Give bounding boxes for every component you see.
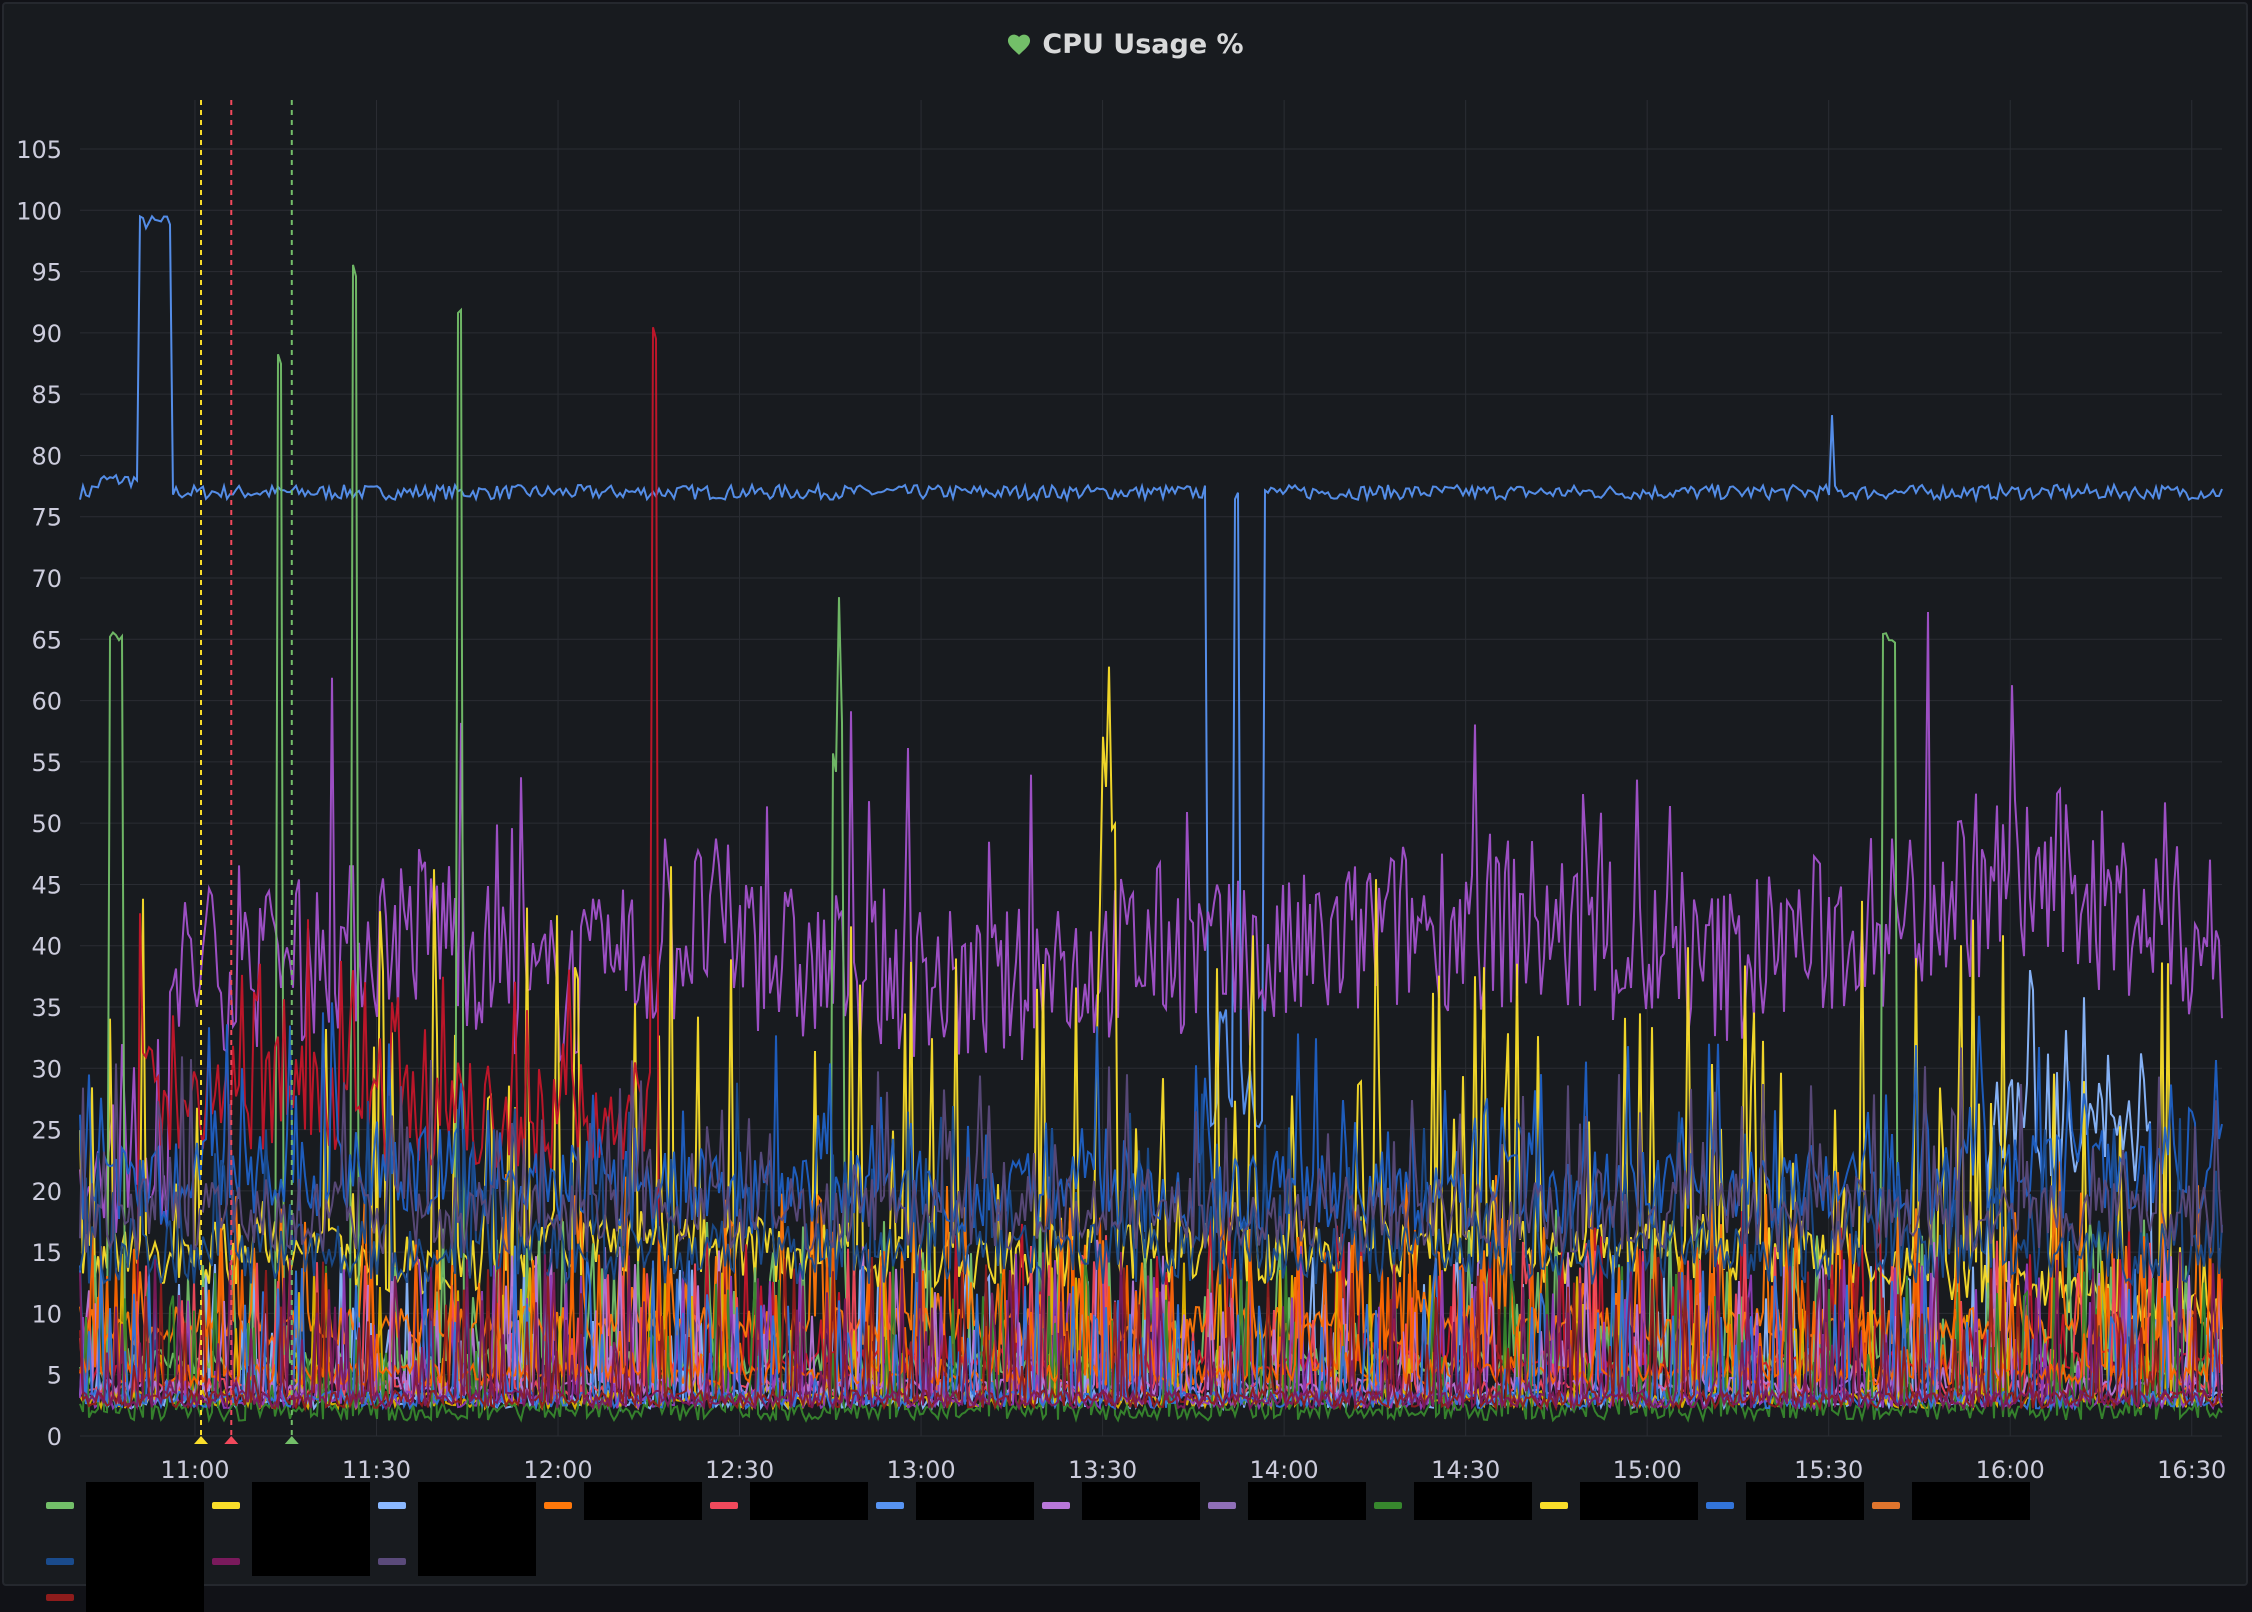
x-tick-label: 14:00 (1250, 1456, 1319, 1484)
y-tick-label: 90 (31, 320, 62, 348)
x-tick-label: 12:30 (705, 1456, 774, 1484)
y-tick-label: 95 (31, 259, 62, 287)
y-tick-label: 10 (31, 1300, 62, 1328)
annotation-marker[interactable] (224, 1436, 239, 1444)
legend-swatch (544, 1502, 572, 1509)
y-tick-label: 75 (31, 504, 62, 532)
y-tick-label: 60 (31, 688, 62, 716)
y-tick-label: 100 (16, 197, 62, 225)
legend-swatch (1208, 1502, 1236, 1509)
legend-label-redacted (252, 1538, 370, 1576)
legend-item[interactable] (1208, 1482, 1366, 1520)
legend-swatch (46, 1502, 74, 1509)
legend-swatch (46, 1558, 74, 1565)
x-tick-label: 13:30 (1068, 1456, 1137, 1484)
legend-swatch (1706, 1502, 1734, 1509)
y-tick-label: 65 (31, 626, 62, 654)
legend-item[interactable] (46, 1574, 204, 1612)
legend-label-redacted (584, 1482, 702, 1520)
legend-item[interactable] (710, 1482, 868, 1520)
y-tick-label: 70 (31, 565, 62, 593)
series-line-7[interactable] (79, 1161, 2223, 1349)
panel-header[interactable]: CPU Usage % (4, 24, 2246, 64)
y-tick-label: 25 (31, 1117, 62, 1145)
series-line-9[interactable] (79, 1002, 2223, 1234)
x-tick-label: 12:00 (523, 1456, 592, 1484)
y-tick-label: 85 (31, 381, 62, 409)
legend-item[interactable] (1872, 1482, 2030, 1520)
legend-label-redacted (1580, 1482, 1698, 1520)
legend-label-redacted (418, 1538, 536, 1576)
annotation-marker[interactable] (194, 1436, 209, 1444)
x-tick-label: 11:30 (342, 1456, 411, 1484)
y-tick-label: 105 (16, 136, 62, 164)
legend-swatch (1540, 1502, 1568, 1509)
legend-item[interactable] (212, 1538, 370, 1576)
series-line-2[interactable] (79, 611, 2223, 1233)
y-tick-label: 35 (31, 994, 62, 1022)
legend-swatch (46, 1594, 74, 1601)
legend-swatch (1374, 1502, 1402, 1509)
legend-label-redacted (86, 1574, 204, 1612)
y-tick-label: 0 (47, 1423, 62, 1451)
x-tick-label: 13:00 (886, 1456, 955, 1484)
x-tick-label: 15:30 (1794, 1456, 1863, 1484)
legend-label-redacted (1746, 1482, 1864, 1520)
legend-swatch (212, 1558, 240, 1565)
y-tick-label: 40 (31, 933, 62, 961)
y-tick-label: 20 (31, 1178, 62, 1206)
series-line-13[interactable] (79, 1258, 2223, 1424)
legend-label-redacted (916, 1482, 1034, 1520)
legend-item[interactable] (46, 1538, 204, 1576)
series-line-14[interactable] (79, 1217, 2223, 1389)
legend-item[interactable] (1374, 1482, 1532, 1520)
legend-item[interactable] (1540, 1482, 1698, 1520)
x-tick-label: 14:30 (1431, 1456, 1500, 1484)
legend-label-redacted (1082, 1482, 1200, 1520)
legend-label-redacted (1912, 1482, 2030, 1520)
legend-label-redacted (1248, 1482, 1366, 1520)
legend-swatch (378, 1502, 406, 1509)
legend-swatch (710, 1502, 738, 1509)
x-tick-label: 15:00 (1613, 1456, 1682, 1484)
panel-title: CPU Usage % (1042, 28, 1244, 60)
legend-item[interactable] (544, 1482, 702, 1520)
y-tick-label: 30 (31, 1055, 62, 1083)
y-tick-label: 45 (31, 871, 62, 899)
legend-label-redacted (1414, 1482, 1532, 1520)
y-tick-label: 5 (47, 1362, 62, 1390)
x-tick-label: 16:30 (2157, 1456, 2226, 1484)
legend-item[interactable] (1042, 1482, 1200, 1520)
series-line-1[interactable] (79, 214, 2223, 1129)
legend-swatch (378, 1558, 406, 1565)
y-tick-label: 15 (31, 1239, 62, 1267)
y-tick-label: 55 (31, 749, 62, 777)
legend-row (46, 1538, 2196, 1576)
legend-swatch (1042, 1502, 1070, 1509)
legend-label-redacted (750, 1482, 868, 1520)
x-tick-label: 11:00 (160, 1456, 229, 1484)
heart-icon (1008, 34, 1031, 55)
annotation-marker[interactable] (284, 1436, 299, 1444)
legend-item[interactable] (378, 1538, 536, 1576)
legend-item[interactable] (876, 1482, 1034, 1520)
x-tick-label: 16:00 (1976, 1456, 2045, 1484)
legend-swatch (1872, 1502, 1900, 1509)
series-line-18[interactable] (79, 1249, 2223, 1412)
y-tick-label: 80 (31, 442, 62, 470)
series-line-19[interactable] (79, 1047, 2223, 1255)
legend-swatch (876, 1502, 904, 1509)
legend-label-redacted (86, 1538, 204, 1576)
y-tick-label: 50 (31, 810, 62, 838)
legend-item[interactable] (1706, 1482, 1864, 1520)
legend-swatch (212, 1502, 240, 1509)
